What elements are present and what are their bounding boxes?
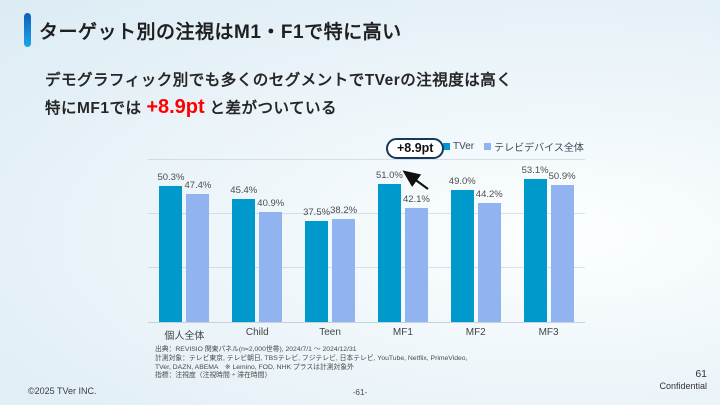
bar-value-label: 37.5% (303, 206, 331, 218)
bar-value-label: 38.2% (330, 204, 358, 216)
bar-chart: 50.3% 47.4% 個人全体 45.4% 40.9% Child 37.5% 38.2% T… (148, 159, 585, 342)
subtitle-line-2-prefix: 特にMF1では (45, 100, 147, 117)
gridline-20 (148, 267, 585, 268)
category-label-Teen: Teen (319, 327, 341, 338)
bar-TVer-MF2 (450, 189, 474, 322)
bar-value-label: 40.9% (257, 197, 285, 209)
footer-page-center: -61- (352, 388, 368, 397)
gridline-60 (148, 159, 585, 160)
subtitle-highlight-value: +8.9pt (146, 96, 205, 118)
bar-TVer-MF3 (523, 178, 547, 322)
bar-テレビデバイス全体-Teen (332, 218, 356, 322)
chart-legend: TVer テレビデバイス全体 (443, 139, 584, 154)
bar-TVer-個人全体 (159, 186, 183, 322)
category-label-Child: Child (245, 327, 269, 338)
category-label-MF2: MF2 (465, 327, 486, 338)
subtitle-line-1: デモグラフィック別でも多くのセグメントでTVerの注視度は高く (45, 72, 513, 89)
gridline-40 (148, 213, 585, 214)
legend-marker-icon (484, 143, 492, 150)
category-label-MF1: MF1 (392, 327, 413, 338)
legend-item-テレビデバイス全体: テレビデバイス全体 (484, 139, 584, 154)
annotation-arrow-icon (402, 170, 429, 190)
bar-value-label: 50.9% (548, 170, 576, 182)
bar-value-label: 47.4% (184, 180, 212, 192)
x-axis-line (148, 322, 585, 323)
footer-copyright: ©2025 TVer INC. (28, 386, 97, 396)
subtitle: デモグラフィック別でも多くのセグメントでTVerの注視度は高く 特にMF1では … (45, 68, 512, 122)
category-label-MF3: MF3 (538, 327, 559, 338)
bar-テレビデバイス全体-MF1 (404, 208, 428, 322)
bar-テレビデバイス全体-Child (259, 211, 283, 322)
category-label-個人全体: 個人全体 (164, 331, 205, 342)
bar-value-label: 45.4% (230, 185, 258, 197)
bar-value-label: 44.2% (475, 188, 503, 200)
bar-TVer-MF1 (377, 184, 401, 322)
title-accent-bar (24, 13, 31, 47)
footer-page-number: 61 (695, 368, 707, 380)
footer-confidential-label: Confidential (659, 381, 707, 391)
annotation-callout: +8.9pt (386, 138, 445, 159)
legend-item-TVer: TVer (443, 141, 474, 152)
footnote-line: TVer, DAZN, ABEMA ※ Lemino, FOD, NHK プラス… (155, 363, 354, 371)
bar-value-label: 53.1% (521, 164, 549, 176)
bar-テレビデバイス全体-個人全体 (186, 194, 210, 322)
page-title: ターゲット別の注視はM1・F1で特に高い (39, 21, 402, 43)
bar-value-label: 51.0% (375, 170, 403, 182)
bar-TVer-Teen (305, 220, 329, 322)
legend-label: TVer (453, 141, 475, 152)
bar-TVer-Child (232, 199, 256, 322)
bar-value-label: 50.3% (157, 172, 185, 184)
bar-value-label: 49.0% (448, 175, 476, 187)
bar-テレビデバイス全体-MF2 (477, 202, 501, 322)
footnote-line: 計測対象：テレビ東京, テレビ朝日, TBSテレビ, フジテレビ, 日本テレビ,… (155, 354, 468, 362)
legend-label: テレビデバイス全体 (494, 143, 584, 154)
footnote-line: 指標：注視度（注視時間 ÷ 滞在時間） (155, 372, 272, 380)
legend-marker-icon (443, 143, 450, 150)
footnote-line: 出典：REVISIO 関東パネル(n=2,000世帯), 2024/7/1 ～ … (155, 346, 357, 353)
bar-テレビデバイス全体-MF3 (550, 184, 574, 322)
title-block: ターゲット別の注視はM1・F1で特に高い (24, 13, 402, 47)
bar-value-label: 42.1% (402, 194, 430, 206)
subtitle-line-2: 特にMF1では +8.9pt と差がついている (45, 94, 512, 122)
subtitle-line-2-suffix: と差がついている (204, 100, 338, 117)
source-footnote: 出典：REVISIO 関東パネル(n=2,000世帯), 2024/7/1 ～ … (155, 346, 467, 381)
